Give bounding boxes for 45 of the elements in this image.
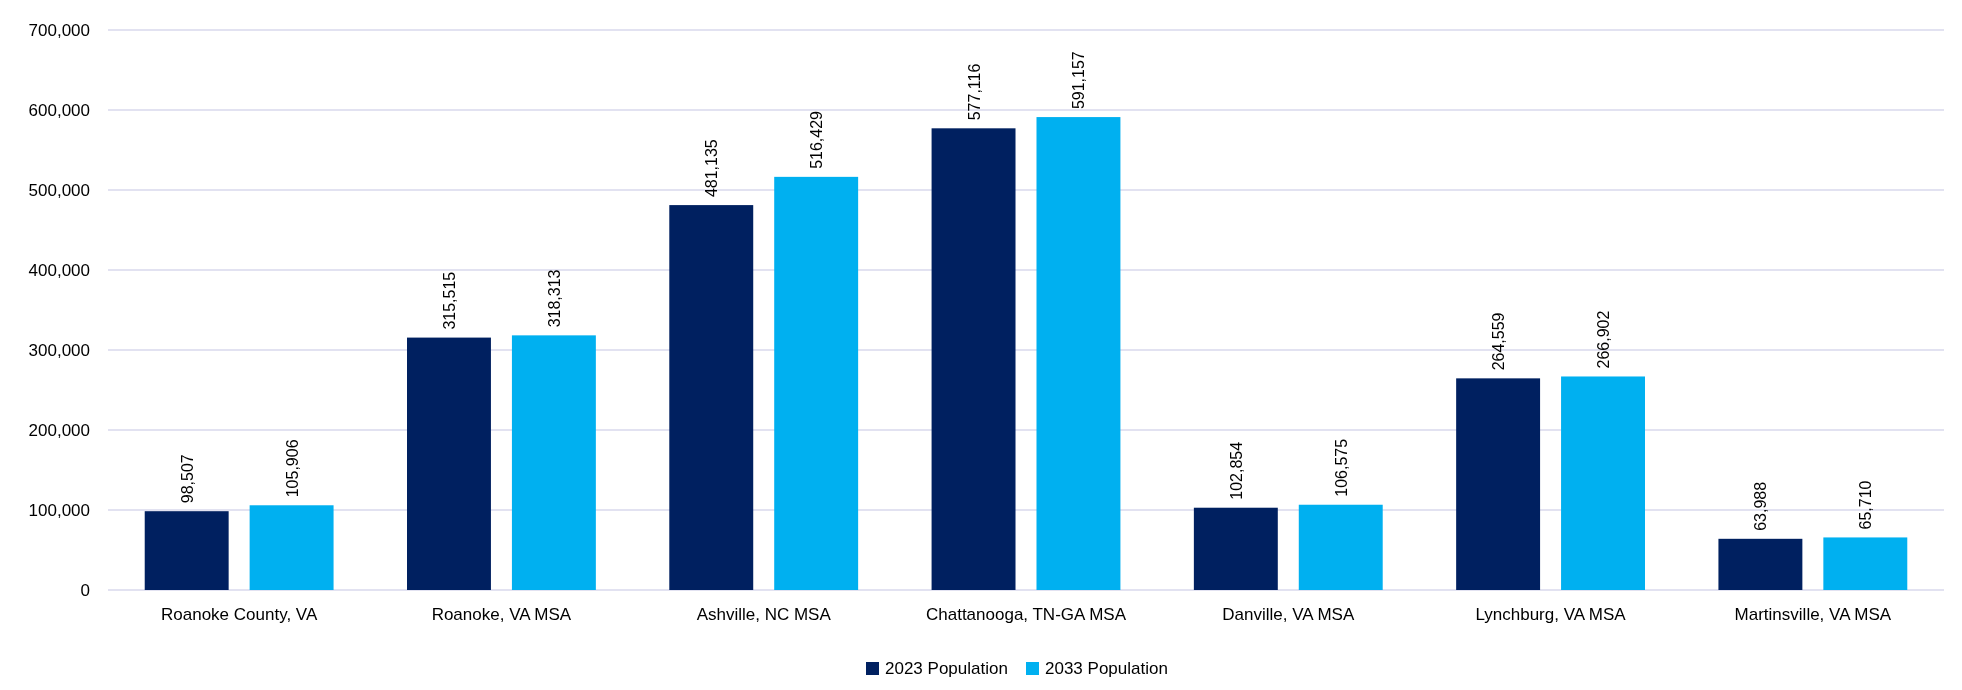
y-tick-label: 400,000 (28, 260, 90, 280)
y-tick-label: 500,000 (28, 180, 90, 200)
bar (1193, 507, 1278, 590)
bar (144, 511, 229, 590)
legend-label: 2023 Population (885, 659, 1008, 678)
y-tick-label: 200,000 (28, 420, 90, 440)
data-label: 264,559 (1490, 312, 1508, 371)
x-tick-label: Martinsville, VA MSA (1734, 605, 1892, 624)
y-tick-label: 600,000 (28, 100, 90, 120)
bar (774, 176, 859, 590)
bar (1718, 538, 1803, 590)
x-tick-label: Ashville, NC MSA (696, 605, 832, 624)
x-tick-label: Roanoke County, VA (161, 605, 318, 624)
legend-label: 2033 Population (1045, 659, 1168, 678)
y-tick-label: 700,000 (28, 20, 90, 40)
bar (1456, 378, 1541, 590)
data-label: 516,429 (808, 110, 826, 169)
x-tick-label: Danville, VA MSA (1222, 605, 1355, 624)
y-tick-label: 0 (80, 580, 90, 600)
data-label: 266,902 (1595, 310, 1613, 369)
bar (669, 205, 754, 590)
data-label: 315,515 (440, 271, 458, 330)
data-label: 65,710 (1857, 480, 1875, 530)
data-label: 105,906 (283, 439, 301, 498)
data-label: 106,575 (1332, 438, 1350, 497)
x-tick-label: Lynchburg, VA MSA (1475, 605, 1627, 624)
data-label: 98,507 (178, 454, 196, 504)
data-label: 102,854 (1227, 441, 1245, 500)
data-label: 481,135 (703, 139, 721, 198)
y-tick-label: 300,000 (28, 340, 90, 360)
bar (1036, 117, 1121, 590)
data-label: 63,988 (1752, 481, 1770, 531)
data-label: 591,157 (1070, 51, 1088, 110)
y-tick-label: 100,000 (28, 500, 90, 520)
bar (1561, 376, 1645, 590)
bar (1298, 504, 1383, 590)
bar (407, 337, 491, 590)
bar (511, 335, 596, 590)
data-label: 577,116 (965, 63, 983, 121)
bar (249, 505, 334, 590)
x-tick-label: Roanoke, VA MSA (431, 605, 572, 624)
data-label: 318,313 (545, 269, 563, 328)
x-tick-label: Chattanooga, TN-GA MSA (925, 605, 1127, 624)
bar (931, 128, 1016, 590)
bar (1823, 537, 1908, 590)
